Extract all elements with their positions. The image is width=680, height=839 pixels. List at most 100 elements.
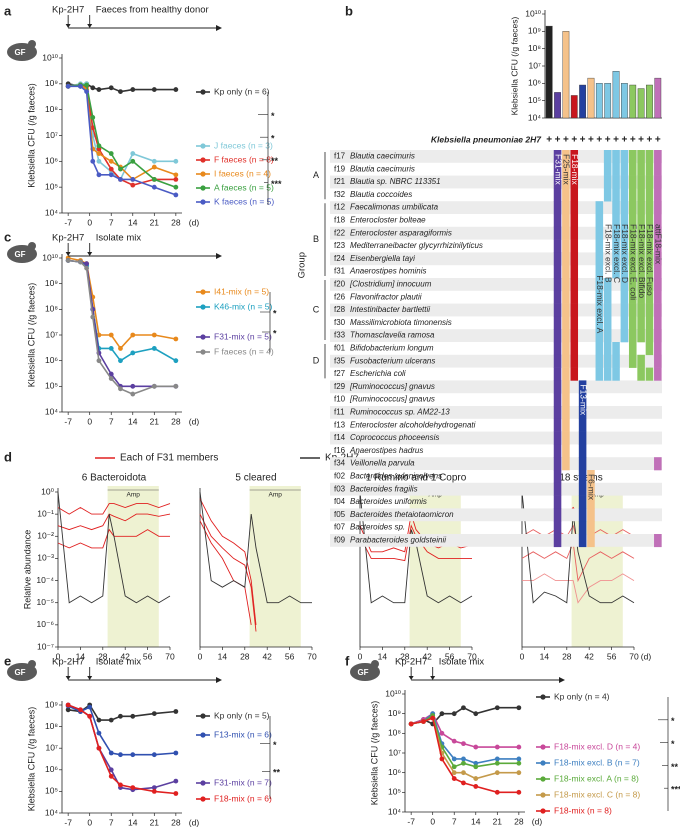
bar: [595, 83, 603, 119]
membership-cell: [562, 226, 570, 240]
data-point: [96, 730, 102, 736]
strain-id: f10: [334, 395, 346, 404]
x-tick-label: 7: [109, 817, 114, 827]
membership-cell: [578, 431, 587, 445]
strain-name: Intestinibacter bartlettii: [350, 305, 430, 314]
bar: [629, 84, 637, 119]
strain-name: Enterocloster bolteae: [350, 216, 426, 225]
strain-id: f04: [334, 497, 346, 506]
membership-cell: [612, 150, 620, 164]
strain-name: Coprococcus phoceensis: [350, 433, 439, 442]
data-point: [130, 176, 136, 182]
y-tick-label: 10⁶: [388, 767, 401, 777]
data-point: [439, 756, 445, 762]
membership-cell: [553, 482, 562, 496]
y-tick-label: 10⁰: [41, 486, 54, 496]
legend-label: F31-mix (n = 5): [214, 331, 272, 341]
y-tick-label: 10⁻³: [37, 553, 54, 563]
membership-cell: [637, 201, 645, 215]
data-point: [87, 713, 93, 719]
membership-cell: [595, 316, 604, 330]
membership-cell: [553, 175, 562, 189]
membership-cell: [570, 226, 579, 240]
membership-cell: [637, 290, 645, 304]
data-point: [151, 383, 157, 389]
mix-label: F18-mix excl. D: [620, 224, 630, 283]
membership-cell: [587, 482, 595, 496]
y-tick-label: 10⁻⁵: [37, 597, 54, 607]
timeline-arrow: [216, 677, 222, 683]
group-title: Group: [297, 252, 308, 278]
plus-mark: +: [638, 135, 644, 146]
membership-cell: [562, 406, 570, 420]
plus-mark: +: [630, 135, 636, 146]
data-point: [96, 172, 102, 178]
membership-cell: [620, 188, 629, 202]
y-axis-title: Relative abundance: [22, 530, 32, 610]
membership-cell: [628, 188, 637, 202]
legend-marker: [200, 349, 206, 355]
timeline-label: Isolate mix: [439, 657, 485, 668]
strain-id: f34: [334, 459, 346, 468]
y-tick-label: 10¹⁰: [42, 252, 58, 262]
membership-cell: [645, 367, 654, 381]
membership-cell: [587, 470, 595, 484]
timeline-label: Isolate mix: [96, 233, 142, 244]
membership-cell: [553, 406, 562, 420]
membership-cell: [612, 214, 620, 228]
data-point: [130, 383, 136, 389]
mix-label: F18-mix excl. C: [612, 224, 622, 283]
membership-cell: [620, 278, 629, 292]
group-label: D: [313, 356, 320, 366]
y-tick-label: 10⁶: [45, 156, 58, 166]
y-tick-label: 10⁶: [45, 355, 58, 365]
membership-cell: [553, 239, 562, 253]
mouse-icon: [7, 245, 37, 263]
strain-id: f26: [334, 292, 346, 301]
group-label: A: [313, 170, 319, 180]
membership-cell: [562, 175, 570, 189]
data-point: [118, 166, 123, 172]
membership-cell: [570, 214, 579, 228]
membership-cell: [595, 367, 604, 381]
y-tick-label: 10⁶: [45, 764, 58, 774]
legend-label: K46-mix (n = 5): [214, 301, 273, 311]
icon-label: GF: [14, 48, 25, 57]
data-point: [494, 744, 500, 750]
data-point: [96, 87, 102, 92]
membership-cell: [595, 214, 604, 228]
data-point: [461, 705, 466, 711]
x-tick-label: 21: [150, 817, 160, 827]
membership-cell: [654, 239, 662, 253]
legend-marker: [540, 760, 546, 766]
membership-cell: [562, 418, 570, 432]
data-point: [84, 89, 90, 95]
data-point: [516, 744, 522, 750]
x-unit: (d): [532, 816, 543, 826]
data-point: [451, 711, 457, 717]
row-stripe: [330, 150, 662, 163]
y-axis-title: Klebsiella CFU (/g faeces): [26, 707, 36, 812]
membership-cell: [562, 214, 570, 228]
legend-marker: [200, 199, 206, 205]
x-tick-label: 0: [358, 651, 363, 661]
membership-cell: [587, 521, 595, 535]
data-point: [451, 738, 457, 744]
data-point: [96, 151, 102, 156]
data-point: [78, 259, 83, 265]
data-point: [130, 350, 136, 356]
data-point: [84, 265, 90, 271]
y-tick-label: 10⁷: [45, 329, 58, 339]
data-point: [96, 143, 102, 149]
strain-id: f27: [334, 369, 346, 378]
legend-marker: [200, 796, 206, 802]
membership-cell: [553, 521, 562, 535]
data-point: [494, 789, 500, 795]
strain-name: Bacteroides sp.: [350, 523, 405, 532]
membership-cell: [570, 303, 579, 317]
data-point: [108, 371, 114, 377]
event-arrow-head: [430, 676, 436, 680]
membership-cell: [562, 431, 570, 445]
membership-cell: [562, 393, 570, 407]
data-point: [151, 785, 157, 790]
